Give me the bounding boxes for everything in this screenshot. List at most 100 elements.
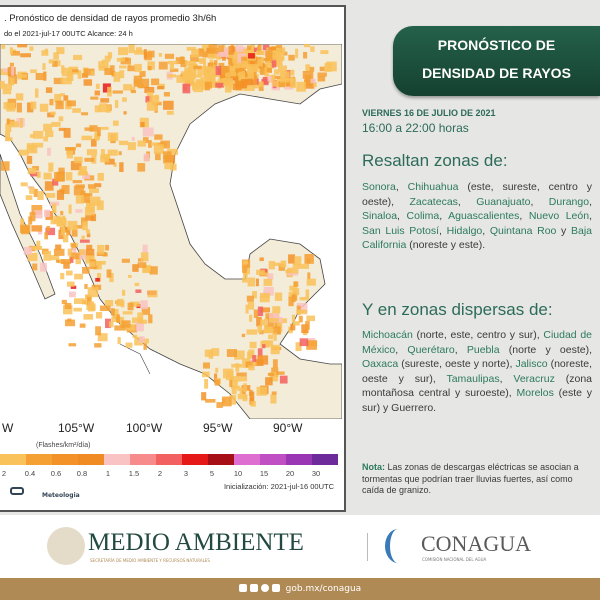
density-cell [94, 343, 102, 348]
density-cell [43, 209, 51, 217]
density-cell [70, 285, 77, 289]
density-cell [147, 66, 152, 71]
colorbar-segment [260, 454, 286, 465]
density-cell [214, 379, 220, 386]
density-cell [4, 131, 11, 142]
density-cell [68, 204, 72, 214]
density-cell [119, 162, 124, 172]
density-cell [283, 51, 288, 56]
density-cell [60, 226, 66, 236]
density-cell [155, 152, 161, 161]
density-cell [113, 162, 117, 167]
density-cell [72, 69, 79, 73]
density-cell [280, 260, 287, 268]
state-name: Veracruz [513, 372, 555, 385]
density-cell [97, 333, 108, 342]
density-cell [130, 86, 136, 92]
density-cell [86, 149, 98, 156]
density-cell [278, 66, 282, 73]
density-cell [137, 312, 144, 322]
density-cell [25, 195, 33, 200]
density-cell [241, 60, 248, 68]
website-link[interactable]: gob.mx/conagua [285, 584, 362, 594]
density-cell [306, 340, 317, 350]
density-cell [140, 252, 149, 262]
density-cell [54, 60, 61, 67]
density-cell [154, 134, 163, 140]
density-cell [292, 263, 299, 274]
density-cell [259, 257, 264, 262]
density-cell [270, 47, 282, 56]
density-cell [288, 54, 295, 61]
density-cell [182, 83, 191, 94]
medio-ambiente-logo: MEDIO AMBIENTE [88, 529, 304, 556]
density-cell [253, 309, 259, 318]
density-cell [205, 72, 214, 80]
density-cell [34, 210, 43, 219]
density-cell [122, 289, 126, 296]
density-cell [265, 60, 271, 65]
density-cell [60, 258, 71, 264]
colorbar [0, 454, 338, 465]
density-cell [73, 185, 84, 196]
density-cell [56, 190, 65, 200]
density-cell [43, 71, 47, 81]
density-cell [18, 149, 29, 156]
youtube-icon[interactable] [271, 584, 280, 592]
density-cell [23, 246, 32, 255]
density-cell [310, 78, 316, 84]
density-cell [225, 72, 237, 79]
density-cell [142, 244, 148, 254]
density-cell [53, 248, 65, 256]
density-cell [127, 142, 136, 151]
density-cell [72, 108, 81, 113]
density-cell [267, 76, 272, 82]
density-cell [163, 92, 170, 97]
density-cell [3, 68, 8, 73]
density-cell [80, 190, 86, 196]
density-cell [223, 77, 233, 87]
density-cell [84, 206, 95, 216]
density-cell [116, 314, 120, 323]
density-cell [265, 377, 273, 386]
density-cell [262, 76, 269, 84]
density-cell [107, 149, 118, 156]
density-cell [87, 184, 96, 189]
density-cell [257, 58, 263, 67]
density-cell [279, 71, 290, 76]
density-cell [241, 56, 248, 64]
density-cell [252, 355, 257, 362]
density-cell [98, 65, 108, 71]
density-cell [134, 282, 140, 287]
density-cell [137, 84, 144, 89]
density-cell [79, 249, 85, 256]
density-cell [112, 120, 119, 126]
density-cell [149, 266, 158, 275]
colorbar-segment [104, 454, 130, 465]
density-cell [130, 90, 136, 94]
density-cell [122, 97, 127, 102]
instagram-icon[interactable] [260, 584, 269, 592]
density-cell [44, 181, 54, 191]
density-cell [303, 44, 311, 48]
facebook-icon[interactable] [238, 584, 247, 592]
density-cell [68, 251, 73, 261]
density-cell [210, 72, 220, 78]
density-cell [60, 77, 72, 85]
text-fragment: (norte y oeste), [499, 343, 593, 356]
density-cell [294, 256, 302, 265]
state-name: Michoacán [362, 329, 413, 341]
density-cell [269, 317, 279, 323]
density-cell [86, 244, 93, 251]
smn-logo [10, 487, 24, 495]
density-cell [259, 295, 270, 303]
density-cell [184, 67, 192, 78]
density-cell [97, 244, 105, 255]
initialization: Inicialización: 2021-jul-16 00UTC [223, 482, 334, 491]
density-cell [246, 295, 254, 302]
colorbar-tick: 5 [209, 469, 215, 478]
twitter-icon[interactable] [249, 584, 258, 592]
density-cell [106, 269, 112, 278]
density-cell [61, 67, 73, 77]
density-cell [112, 309, 119, 319]
